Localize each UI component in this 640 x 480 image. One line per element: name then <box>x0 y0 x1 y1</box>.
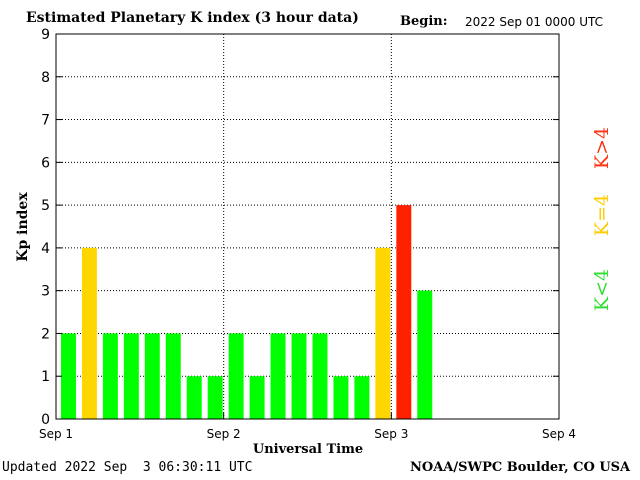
updated-timestamp: Updated 2022 Sep 3 06:30:11 UTC <box>2 460 253 475</box>
kp-bar <box>102 333 118 419</box>
kp-bar <box>396 205 412 419</box>
kp-bar <box>123 333 139 419</box>
x-ticks: Sep 1 Sep 2 Sep 3 Sep 4 <box>39 413 576 441</box>
x-tick-label: Sep 1 <box>39 427 73 441</box>
kp-bar <box>354 376 370 419</box>
y-axis-label: Kp index <box>15 192 31 262</box>
kp-bar <box>186 376 202 419</box>
x-axis-label: Universal Time <box>253 442 363 457</box>
chart-title: Estimated Planetary K index (3 hour data… <box>26 10 359 26</box>
y-tick-label: 7 <box>41 113 50 129</box>
kp-bar <box>165 333 181 419</box>
y-tick-label: 4 <box>41 241 50 257</box>
plot-frame <box>55 33 560 420</box>
legend-k-above-4: K>4 <box>591 127 613 169</box>
kp-bar <box>61 333 76 419</box>
y-tick-label: 1 <box>41 369 50 385</box>
kp-bar <box>207 376 223 419</box>
kp-bar <box>291 333 307 419</box>
kp-bar <box>312 333 328 419</box>
legend-k-below-4: K<4 <box>591 269 613 311</box>
y-tick-label: 3 <box>41 284 50 300</box>
legend-k-equal-4: K=4 <box>591 194 613 236</box>
y-ticks: 0 1 2 3 4 5 6 7 8 9 <box>41 27 559 428</box>
y-tick-label: 0 <box>41 412 50 428</box>
kp-bar <box>249 376 265 419</box>
y-tick-label: 5 <box>41 198 50 214</box>
bars <box>61 205 433 419</box>
x-tick-label: Sep 4 <box>542 427 576 441</box>
x-tick-label: Sep 3 <box>374 427 408 441</box>
y-tick-label: 9 <box>41 27 50 43</box>
credit-text: NOAA/SWPC Boulder, CO USA <box>410 460 631 475</box>
kp-bar <box>144 333 160 419</box>
kp-bar <box>375 247 391 419</box>
kp-bar <box>270 333 286 419</box>
kp-bar <box>228 333 244 419</box>
begin-value: 2022 Sep 01 0000 UTC <box>465 15 604 29</box>
x-tick-label: Sep 2 <box>207 427 241 441</box>
begin-label: Begin: <box>400 14 448 29</box>
y-tick-label: 2 <box>41 326 50 342</box>
kp-bar <box>417 290 433 419</box>
kp-bar <box>333 376 349 419</box>
y-tick-label: 8 <box>41 70 50 86</box>
y-tick-label: 6 <box>41 155 50 171</box>
kp-bar <box>81 247 97 419</box>
grid-lines <box>56 34 559 419</box>
